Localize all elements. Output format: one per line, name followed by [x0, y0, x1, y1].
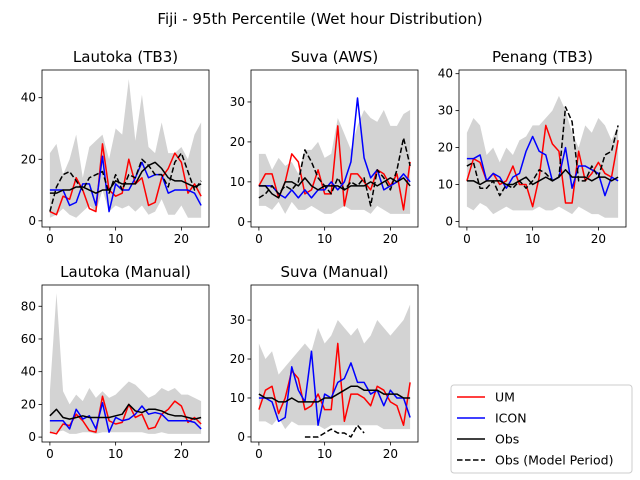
panel-suva-aws: Suva (AWS) 0 10 20 0 10 20 30 [230, 48, 419, 246]
x-tick-label: 20 [591, 232, 606, 246]
panel-title: Penang (TB3) [492, 48, 593, 66]
y-tick-label: 30 [438, 104, 453, 118]
legend-entry-obs: Obs [457, 432, 519, 447]
y-tick-label: 60 [21, 332, 36, 346]
y-tick-label: 10 [230, 391, 245, 405]
plot-area [466, 95, 619, 218]
panel-title: Lautoka (TB3) [73, 48, 178, 66]
y-tick-label: 0 [28, 430, 36, 444]
series-line-obs-model-period [49, 152, 202, 212]
y-tick-label: 0 [237, 430, 245, 444]
y-tick-label: 0 [445, 214, 453, 228]
y-tick-label: 40 [438, 67, 453, 81]
y-tick-label: 20 [438, 141, 453, 155]
panel-title: Lautoka (Manual) [60, 263, 191, 281]
axes-frame [41, 284, 210, 443]
plot-area [258, 304, 411, 438]
series-line-obs-model-period [258, 137, 411, 207]
series-line-icon [49, 402, 202, 433]
range-band [258, 304, 411, 430]
legend-entry-obs-model-period: Obs (Model Period) [457, 453, 614, 468]
x-tick-label: 10 [317, 447, 332, 461]
legend-box [450, 384, 633, 474]
y-tick-label: 0 [237, 215, 245, 229]
series-line-um [49, 143, 202, 216]
series-line-obs [49, 403, 202, 420]
x-tick-label: 10 [108, 447, 123, 461]
legend-entry-um: UM [457, 390, 515, 405]
y-tick-label: 20 [21, 397, 36, 411]
panel-title: Suva (Manual) [280, 263, 388, 281]
axes-frame [250, 284, 419, 443]
panels: Lautoka (TB3) 0 10 20 0 20 40 Suva (AWS) 0 10 20 0 1… [21, 48, 627, 461]
series-line-icon [466, 135, 619, 197]
y-tick-label: 20 [230, 352, 245, 366]
series-line-um [258, 342, 411, 426]
x-tick-label: 0 [255, 447, 263, 461]
series-line-icon [258, 350, 411, 426]
panel-suva-manual: Suva (Manual) 0 10 20 0 10 20 30 [230, 263, 419, 461]
range-band [49, 79, 202, 218]
series-line-icon [49, 155, 202, 213]
y-tick-label: 10 [230, 175, 245, 189]
legend-label: ICON [495, 411, 527, 426]
series-line-obs [258, 385, 411, 403]
y-tick-label: 20 [21, 152, 36, 166]
y-tick-label: 0 [28, 214, 36, 228]
panel-lautoka-tb3: Lautoka (TB3) 0 10 20 0 20 40 [21, 48, 210, 246]
x-tick-label: 20 [383, 232, 398, 246]
x-tick-label: 0 [46, 232, 54, 246]
x-tick-label: 10 [525, 232, 540, 246]
x-tick-label: 0 [463, 232, 471, 246]
y-tick-label: 30 [230, 95, 245, 109]
x-tick-label: 10 [108, 232, 123, 246]
x-tick-label: 0 [46, 447, 54, 461]
x-tick-label: 0 [255, 232, 263, 246]
y-tick-label: 30 [230, 313, 245, 327]
series-line-um [49, 395, 202, 435]
legend-entry-icon: ICON [457, 411, 527, 426]
x-tick-label: 20 [174, 447, 189, 461]
panel-title: Suva (AWS) [291, 48, 378, 66]
series-line-obs [466, 168, 619, 186]
plot-area [49, 293, 202, 435]
series-line-obs-model-period [304, 424, 365, 438]
series-line-obs [258, 177, 411, 199]
series-line-obs-model-period [466, 106, 619, 197]
y-tick-label: 40 [21, 365, 36, 379]
range-band [49, 293, 202, 434]
panel-penang-tb3: Penang (TB3) 0 10 20 0 10 20 30 40 [438, 48, 627, 246]
y-tick-label: 10 [438, 178, 453, 192]
legend-label: UM [495, 390, 515, 405]
legend-label: Obs (Model Period) [495, 453, 614, 468]
legend-label: Obs [495, 432, 519, 447]
axes-frame [250, 69, 419, 228]
x-tick-label: 20 [174, 232, 189, 246]
figure-title: Fiji - 95th Percentile (Wet hour Distrib… [157, 10, 482, 28]
y-tick-label: 20 [230, 135, 245, 149]
plot-area [49, 79, 202, 218]
plot-area [258, 97, 411, 214]
y-tick-label: 40 [21, 91, 36, 105]
y-tick-label: 80 [21, 299, 36, 313]
axes-frame [41, 69, 210, 228]
axes-frame [458, 69, 627, 228]
x-tick-label: 20 [383, 447, 398, 461]
legend: UM ICON Obs Obs (Model Period) [450, 384, 633, 474]
x-tick-label: 10 [317, 232, 332, 246]
panel-lautoka-manual: Lautoka (Manual) 0 10 20 0 20 40 60 80 [21, 263, 210, 461]
